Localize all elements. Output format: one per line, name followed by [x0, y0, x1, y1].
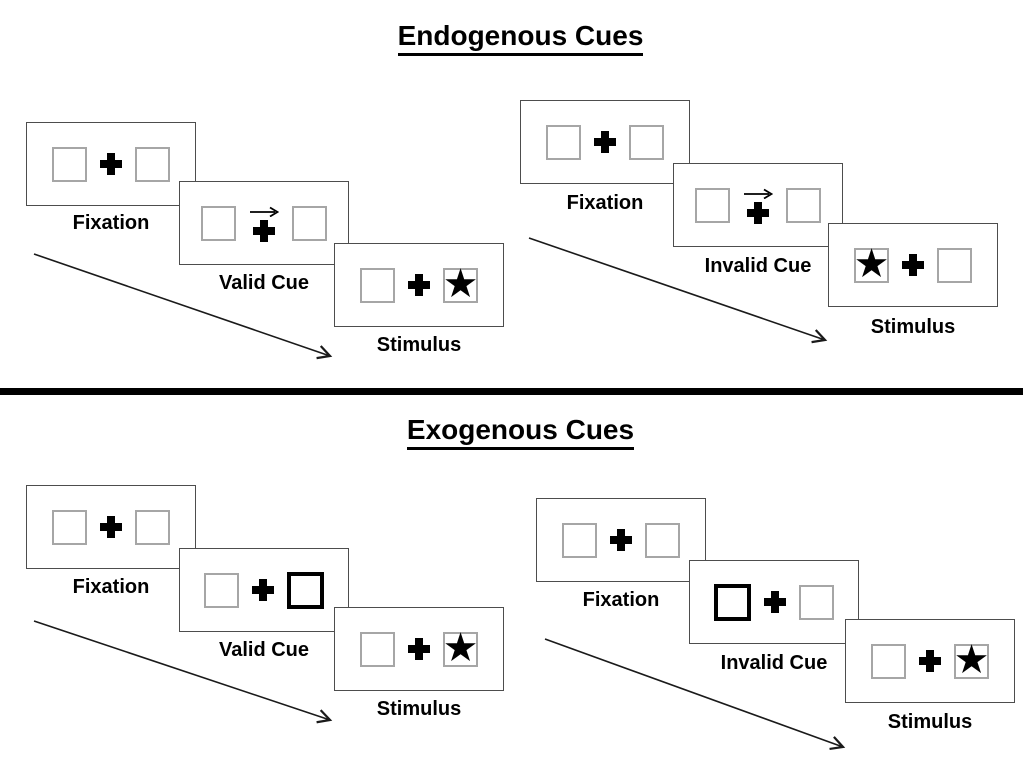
panel-endo-valid-stimulus: ★	[334, 243, 504, 327]
fixation-cross-icon	[764, 591, 786, 613]
star-icon: ★	[853, 240, 890, 287]
panel-label: Stimulus	[870, 316, 956, 338]
panel-content: ★	[846, 620, 1014, 702]
panel-content	[27, 123, 195, 205]
panel-content	[690, 561, 858, 643]
panel-content: ★	[335, 244, 503, 326]
left-box: ★	[853, 240, 890, 287]
timeline-arrow-exo-valid	[33, 620, 333, 724]
panel-endo-invalid-stimulus: ★	[828, 223, 998, 307]
fixation-cross-icon	[747, 201, 769, 224]
panel-exo-valid-stimulus: ★	[334, 607, 504, 691]
left-box-highlighted	[714, 583, 751, 621]
fixation-cross-icon	[253, 219, 275, 242]
right-box-highlighted	[287, 571, 324, 609]
panel-exo-valid-cue	[179, 548, 349, 632]
central-cue	[249, 205, 279, 242]
panel-label: Valid Cue	[218, 272, 310, 294]
panel-label: Stimulus	[887, 711, 973, 733]
timeline-arrow-endo-valid	[33, 253, 333, 360]
panel-content	[27, 486, 195, 568]
left-box	[52, 509, 87, 545]
left-box	[204, 572, 239, 608]
panel-label: Stimulus	[376, 698, 462, 720]
left-box	[546, 124, 581, 160]
panel-content: ★	[829, 224, 997, 306]
fixation-cross-icon	[252, 579, 274, 601]
right-box	[135, 509, 170, 545]
right-box	[786, 187, 821, 223]
left-box	[871, 643, 906, 679]
fixation-cross-icon	[594, 131, 616, 153]
panel-endo-invalid-fixation	[520, 100, 690, 184]
fixation-cross-icon	[408, 638, 430, 660]
section-exogenous-title-row: Exogenous Cues	[9, 414, 1023, 450]
section-title-exogenous: Exogenous Cues	[406, 414, 635, 450]
fixation-cross-icon	[100, 516, 122, 538]
fixation-cross-icon	[902, 254, 924, 276]
panel-endo-valid-fixation	[26, 122, 196, 206]
panel-content	[537, 499, 705, 581]
panel-endo-invalid-cue	[673, 163, 843, 247]
cue-arrow-right-icon	[744, 188, 773, 199]
right-box: ★	[442, 624, 479, 671]
panel-exo-invalid-fixation	[536, 498, 706, 582]
panel-exo-valid-fixation	[26, 485, 196, 569]
panel-label: Fixation	[566, 192, 644, 214]
panel-label: Fixation	[582, 589, 660, 611]
right-box	[292, 205, 327, 241]
right-box	[629, 124, 664, 160]
section-divider	[0, 388, 1023, 395]
panel-label: Invalid Cue	[720, 652, 828, 674]
panel-content	[180, 549, 348, 631]
left-box	[360, 631, 395, 667]
central-cue	[743, 187, 773, 224]
timeline-arrow-endo-invalid	[528, 237, 828, 344]
left-box	[562, 522, 597, 558]
cue-arrow-right-icon	[250, 206, 279, 217]
panel-content: ★	[335, 608, 503, 690]
fixation-cross-icon	[610, 529, 632, 551]
left-box	[695, 187, 730, 223]
right-box: ★	[953, 636, 990, 683]
section-endogenous-title-row: Endogenous Cues	[9, 20, 1023, 56]
right-box	[135, 146, 170, 182]
right-box	[937, 247, 972, 283]
fixation-cross-icon	[100, 153, 122, 175]
panel-content	[180, 182, 348, 264]
right-box	[799, 584, 834, 620]
right-box: ★	[442, 260, 479, 307]
left-box	[201, 205, 236, 241]
left-box	[52, 146, 87, 182]
panel-endo-valid-cue	[179, 181, 349, 265]
panel-exo-invalid-stimulus: ★	[845, 619, 1015, 703]
panel-exo-invalid-cue	[689, 560, 859, 644]
star-icon: ★	[442, 624, 479, 671]
right-box	[645, 522, 680, 558]
panel-content	[674, 164, 842, 246]
panel-label: Fixation	[72, 212, 150, 234]
left-box	[360, 267, 395, 303]
fixation-cross-icon	[408, 274, 430, 296]
panel-label: Invalid Cue	[704, 255, 812, 277]
panel-label: Stimulus	[376, 334, 462, 356]
panel-content	[521, 101, 689, 183]
panel-label: Fixation	[72, 576, 150, 598]
section-title-endogenous: Endogenous Cues	[397, 20, 644, 56]
star-icon: ★	[442, 260, 479, 307]
star-icon: ★	[953, 636, 990, 683]
panel-label: Valid Cue	[218, 639, 310, 661]
fixation-cross-icon	[919, 650, 941, 672]
